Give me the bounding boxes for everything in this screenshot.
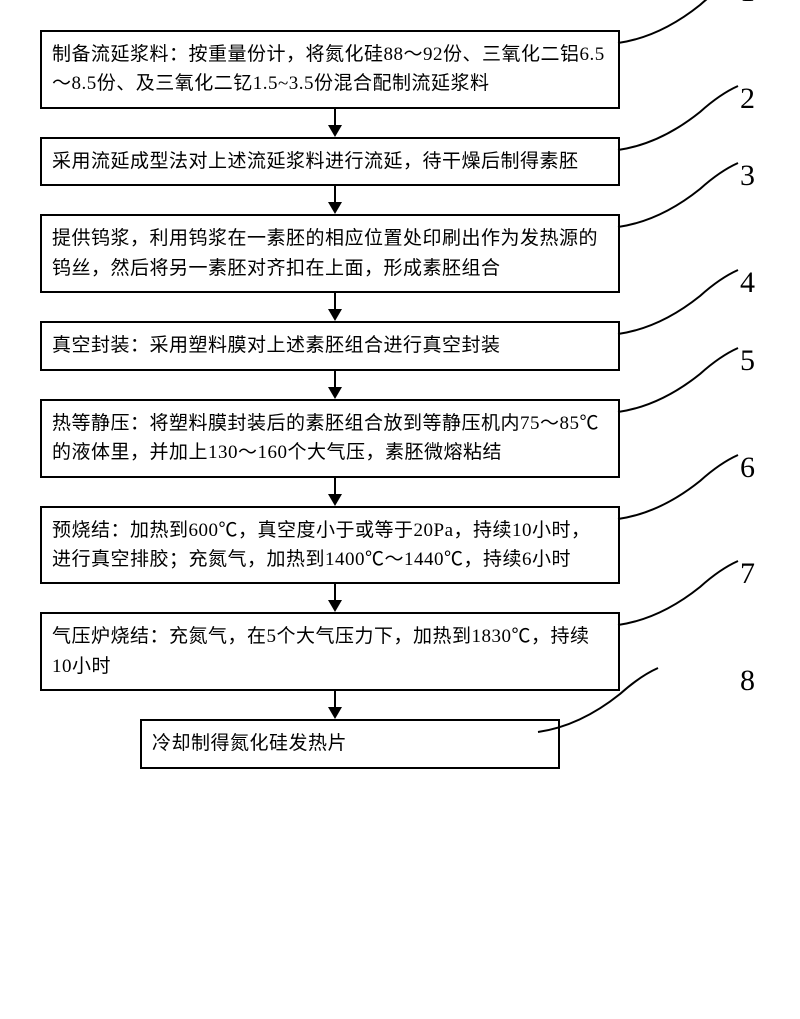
callout-number: 8	[740, 664, 755, 698]
flow-step-box: 预烧结：加热到600℃，真空度小于或等于20Pa，持续10小时，进行真空排胶；充…	[40, 506, 620, 585]
callout-number: 1	[740, 0, 755, 9]
arrow-line	[334, 293, 336, 309]
flow-step-row: 制备流延浆料：按重量份计，将氮化硅88～92份、三氧化二铝6.5～8.5份、及三…	[40, 30, 660, 109]
arrow-head-icon	[328, 387, 342, 399]
arrow-head-icon	[328, 202, 342, 214]
flow-step-box: 冷却制得氮化硅发热片	[140, 719, 560, 768]
flow-step-row: 预烧结：加热到600℃，真空度小于或等于20Pa，持续10小时，进行真空排胶；充…	[40, 506, 660, 585]
arrow-line	[334, 109, 336, 125]
flow-step-box: 真空封装：采用塑料膜对上述素胚组合进行真空封装	[40, 321, 620, 370]
flow-arrow	[328, 478, 342, 506]
arrow-head-icon	[328, 600, 342, 612]
callout-number: 7	[740, 557, 755, 591]
callout-number: 5	[740, 344, 755, 378]
flow-step-row: 提供钨浆，利用钨浆在一素胚的相应位置处印刷出作为发热源的钨丝，然后将另一素胚对齐…	[40, 214, 660, 293]
flow-step-box: 气压炉烧结：充氮气，在5个大气压力下，加热到1830℃，持续10小时	[40, 612, 620, 691]
flow-step-row: 气压炉烧结：充氮气，在5个大气压力下，加热到1830℃，持续10小时7	[40, 612, 660, 691]
flow-arrow	[328, 186, 342, 214]
flow-step-row: 冷却制得氮化硅发热片8	[40, 719, 660, 768]
flow-step-row: 热等静压：将塑料膜封装后的素胚组合放到等静压机内75～85℃的液体里，并加上13…	[40, 399, 660, 478]
arrow-line	[334, 186, 336, 202]
flow-step-row: 采用流延成型法对上述流延浆料进行流延，待干燥后制得素胚2	[40, 137, 660, 186]
flow-arrow	[328, 293, 342, 321]
flow-arrow	[328, 691, 342, 719]
arrow-line	[334, 478, 336, 494]
arrow-head-icon	[328, 707, 342, 719]
callout-number: 6	[740, 451, 755, 485]
flow-arrow	[328, 371, 342, 399]
arrow-line	[334, 691, 336, 707]
arrow-head-icon	[328, 125, 342, 137]
arrow-line	[334, 584, 336, 600]
flow-step-box: 热等静压：将塑料膜封装后的素胚组合放到等静压机内75～85℃的液体里，并加上13…	[40, 399, 620, 478]
callout-number: 4	[740, 266, 755, 300]
flow-step-box: 采用流延成型法对上述流延浆料进行流延，待干燥后制得素胚	[40, 137, 620, 186]
callout-number: 3	[740, 159, 755, 193]
callout-number: 2	[740, 82, 755, 116]
flow-step-row: 真空封装：采用塑料膜对上述素胚组合进行真空封装4	[40, 321, 660, 370]
flow-step-box: 提供钨浆，利用钨浆在一素胚的相应位置处印刷出作为发热源的钨丝，然后将另一素胚对齐…	[40, 214, 620, 293]
flow-step-box: 制备流延浆料：按重量份计，将氮化硅88～92份、三氧化二铝6.5～8.5份、及三…	[40, 30, 620, 109]
flow-arrow	[328, 109, 342, 137]
arrow-head-icon	[328, 494, 342, 506]
arrow-line	[334, 371, 336, 387]
arrow-head-icon	[328, 309, 342, 321]
flow-arrow	[328, 584, 342, 612]
